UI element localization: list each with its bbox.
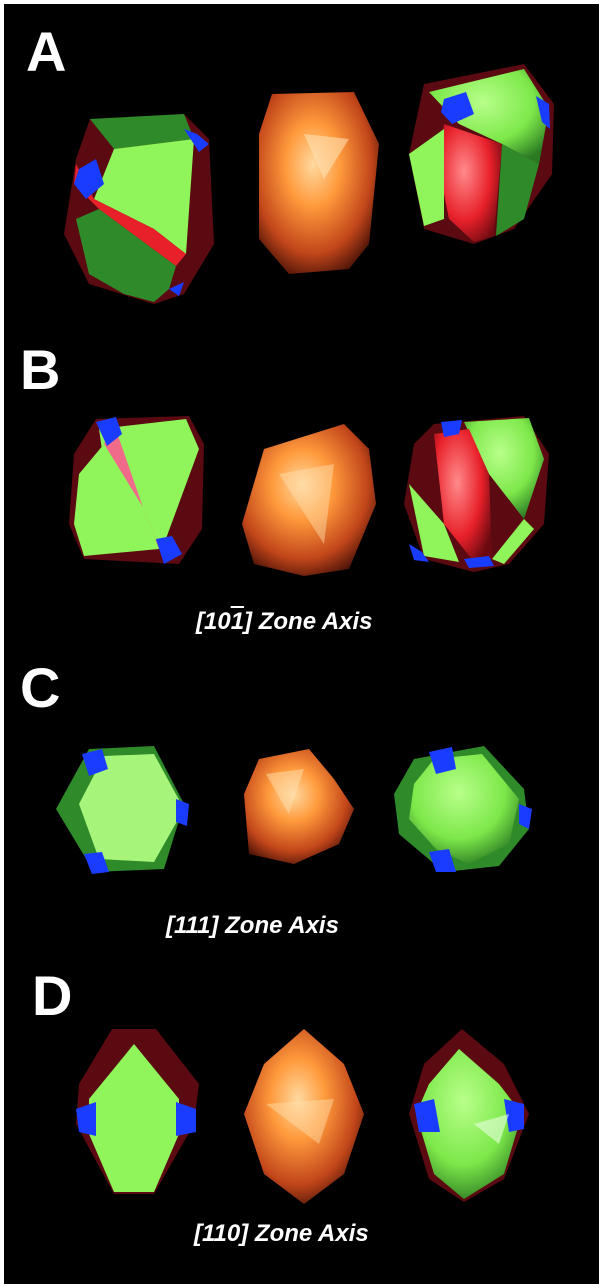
figure-canvas: A B C D [101] Zone Axis [111] Zone Axis … <box>4 4 599 1284</box>
zone-label-b-suffix: ] Zone Axis <box>244 608 373 635</box>
zone-label-b-prefix: [10 <box>196 608 231 635</box>
panel-a-model-facets <box>64 114 214 304</box>
zone-axis-label-d: [110] Zone Axis <box>194 1220 369 1247</box>
panel-letter-c: C <box>20 656 61 719</box>
panel-a-overlay-model <box>409 64 554 244</box>
zone-axis-label-b: [101] Zone Axis <box>196 610 373 634</box>
panel-c-model-facets <box>56 746 189 874</box>
panel-b-particle-image <box>242 424 376 576</box>
panel-letter-a: A <box>26 20 67 83</box>
panel-c-overlay-model <box>394 746 532 872</box>
panel-c-particle-image <box>244 749 354 864</box>
panel-letter-b: B <box>20 338 61 401</box>
panel-d-overlay-model <box>409 1029 529 1202</box>
panel-b-model-facets <box>69 416 204 564</box>
crystal-models <box>56 64 554 1204</box>
panel-d-particle-image <box>244 1029 364 1204</box>
panel-b-overlay-model <box>404 416 549 572</box>
zone-axis-label-c: [111] Zone Axis <box>166 912 339 939</box>
panel-letter-d: D <box>32 964 73 1027</box>
zone-label-b-overbar-digit: 1 <box>230 608 245 635</box>
panel-d-model-facets <box>76 1029 199 1194</box>
panel-a-particle-image <box>259 92 379 274</box>
